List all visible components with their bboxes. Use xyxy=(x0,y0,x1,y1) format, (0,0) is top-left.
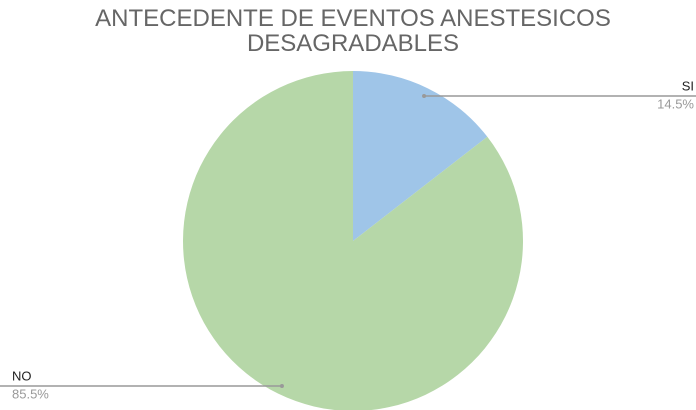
slice-value-label: 85.5% xyxy=(12,386,49,401)
leader-dot xyxy=(422,93,427,98)
slice-label: SI xyxy=(682,78,694,93)
pie-slice xyxy=(183,71,523,410)
slice-label: NO xyxy=(12,368,32,383)
pie-slice xyxy=(353,71,488,241)
leader-dot xyxy=(279,384,284,389)
chart-title: ANTECEDENTE DE EVENTOS ANESTESICOS DESAG… xyxy=(95,5,611,57)
slice-value-label: 14.5% xyxy=(657,96,694,111)
